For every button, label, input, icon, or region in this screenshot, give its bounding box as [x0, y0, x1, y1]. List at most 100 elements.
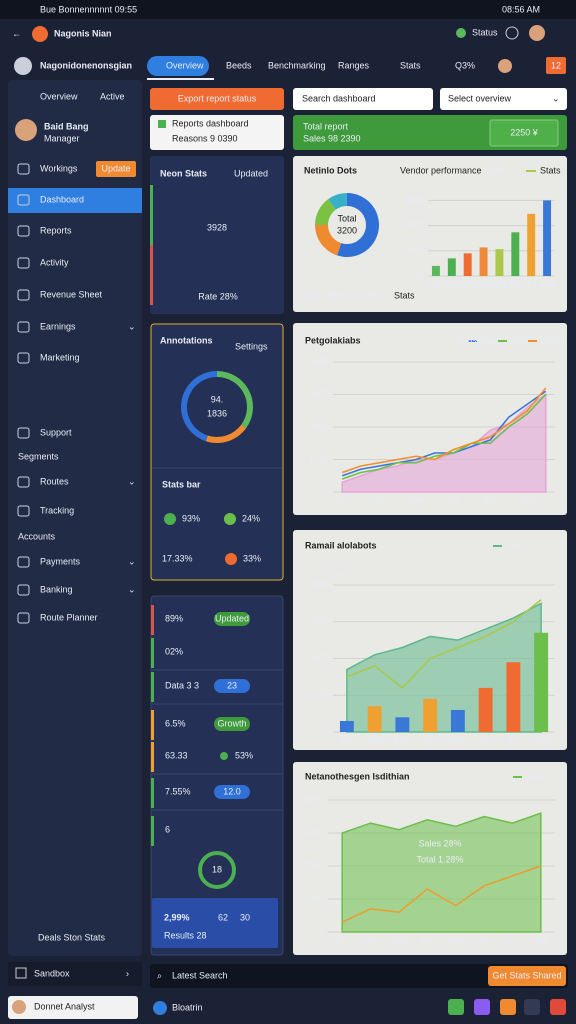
user-icon	[153, 1001, 167, 1015]
nav-item[interactable]: Payments	[40, 556, 81, 566]
nav-item[interactable]: Route Planner	[40, 612, 98, 622]
share-button[interactable]	[488, 966, 566, 986]
app-icon[interactable]	[524, 999, 540, 1015]
export-button[interactable]	[150, 88, 284, 110]
chart-title: Ramail alolabots	[305, 540, 377, 550]
nav-item[interactable]: Marketing	[40, 352, 80, 362]
search-bar[interactable]	[150, 964, 568, 988]
y-tick-label: 2000	[304, 860, 324, 870]
nav-icon	[17, 194, 30, 206]
kpi-footer: Rate 28%	[198, 291, 238, 301]
icon[interactable]	[505, 26, 519, 40]
y-tick-label: 0	[419, 270, 424, 280]
total-note: Results 28	[164, 930, 207, 940]
tab[interactable]: Benchmarking	[268, 60, 326, 70]
x-tick-label: Jan	[335, 494, 350, 504]
x-tick-label: Mar	[372, 494, 388, 504]
nav-item[interactable]: Reports	[40, 225, 72, 235]
tab[interactable]: Beeds	[226, 60, 252, 70]
status: Status	[472, 27, 498, 37]
x-tick-label: May	[449, 734, 467, 744]
tab[interactable]: Overview	[166, 60, 204, 70]
app-icon[interactable]	[448, 999, 464, 1015]
active-tab[interactable]	[147, 56, 209, 76]
y-tick-label: 0	[324, 486, 329, 496]
y-tick-label: 9000	[404, 195, 424, 205]
x-tick-label: Jul	[507, 934, 519, 944]
nav-item[interactable]: Dashboard	[40, 194, 84, 204]
chart-note: 37%	[328, 570, 346, 580]
tab[interactable]: Stats	[400, 60, 421, 70]
footer-stat: Stats	[394, 290, 415, 300]
pill-label: 53%	[235, 750, 253, 760]
nav-item[interactable]: Banking	[40, 584, 73, 594]
donut-segment	[315, 199, 336, 225]
y-tick-label: 2000	[309, 653, 329, 663]
pill-label: Growth	[217, 718, 246, 728]
chevron: ⌄	[128, 321, 136, 331]
accent	[151, 742, 154, 772]
app-icon[interactable]	[550, 999, 566, 1015]
search[interactable]	[293, 88, 433, 110]
bar	[479, 247, 488, 276]
bar	[463, 253, 472, 276]
x-tick-label: Aug	[533, 934, 549, 944]
line	[341, 387, 547, 474]
nav-group: Accounts	[18, 531, 56, 541]
bar	[447, 258, 456, 276]
nav-icon	[17, 427, 30, 439]
avatar[interactable]	[529, 25, 545, 41]
nav-icon	[17, 584, 30, 596]
brand-avatar	[14, 57, 32, 75]
tab[interactable]: Ranges	[338, 60, 370, 70]
kpi-badge: Updated	[234, 168, 268, 178]
y-tick-label: 4000	[309, 356, 329, 366]
accent	[150, 185, 153, 245]
select[interactable]	[440, 88, 567, 110]
status-dot	[456, 28, 466, 38]
donut-segment	[180, 371, 217, 442]
kpi-title: Neon Stats	[160, 168, 207, 178]
stat-value: 89%	[165, 613, 183, 623]
annotations-subtitle: Stats bar	[162, 479, 201, 489]
stats-card	[150, 595, 284, 956]
logo	[32, 26, 48, 42]
chart-title: Petgolakiabs	[305, 335, 361, 345]
bar	[339, 720, 354, 732]
x-tick-label: Jan	[335, 934, 350, 944]
chart-note: Total 1.28%	[416, 854, 463, 864]
donut-label: Total	[337, 213, 356, 223]
x-tick-label: Jul	[447, 494, 459, 504]
x-tick-label: Jul	[525, 278, 537, 288]
ring-bottom: 1836	[207, 408, 227, 418]
y-tick-label: 4000	[304, 794, 324, 804]
legend-note: 35%	[487, 165, 505, 175]
chevron: ⌄	[128, 476, 136, 486]
bar	[367, 706, 382, 732]
stat-value: 6	[165, 824, 170, 834]
nav-item[interactable]: Activity	[40, 257, 69, 267]
x-tick-label: Mar	[395, 734, 411, 744]
annotations-card	[150, 323, 284, 581]
x-tick-label: Aug	[539, 278, 555, 288]
nav-item[interactable]: Tracking	[40, 505, 74, 515]
sandbox-row[interactable]	[8, 962, 142, 986]
section-badge: Active	[100, 91, 125, 101]
nav-item[interactable]: Revenue Sheet	[40, 289, 103, 299]
profile-box[interactable]	[8, 996, 138, 1019]
line	[346, 599, 542, 689]
row-value: 24%	[242, 513, 260, 523]
back[interactable]: ←	[12, 28, 21, 38]
tab-badge: 12	[551, 60, 561, 70]
nav-item[interactable]: Workings	[40, 163, 78, 173]
tab[interactable]: Q3%	[455, 60, 475, 70]
nav-item[interactable]: Routes	[40, 476, 69, 486]
bar	[534, 632, 549, 732]
bar	[450, 709, 465, 732]
stat-value: Data 3 3	[165, 680, 199, 690]
app-icon[interactable]	[474, 999, 490, 1015]
nav-item[interactable]: Earnings	[40, 321, 76, 331]
app-icon[interactable]	[500, 999, 516, 1015]
nav-item[interactable]: Support	[40, 427, 72, 437]
donut-segment	[217, 371, 254, 429]
